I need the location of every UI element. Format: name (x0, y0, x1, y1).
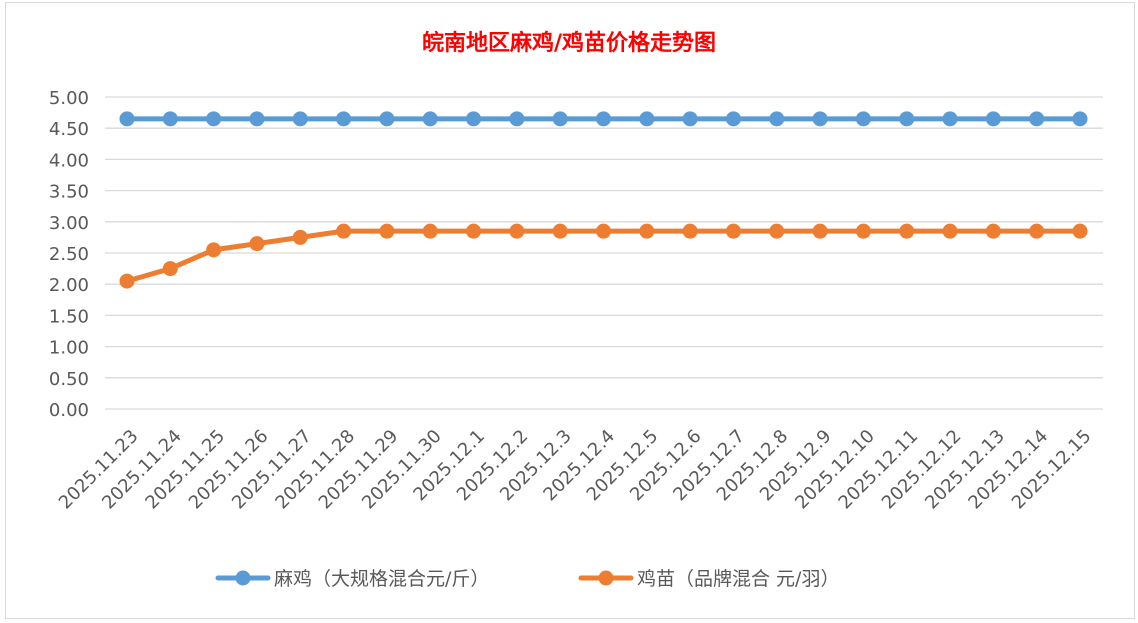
data-point (422, 223, 438, 239)
data-point (812, 111, 828, 127)
data-point (769, 111, 785, 127)
data-point (466, 111, 482, 127)
y-tick-label: 2.50 (49, 244, 89, 265)
data-point (119, 273, 135, 289)
data-point (725, 111, 741, 127)
data-point (552, 111, 568, 127)
legend-item: 鸡苗（品牌混合 元/羽） (578, 568, 839, 590)
data-point (985, 223, 1001, 239)
data-point (249, 236, 265, 252)
data-point (509, 223, 525, 239)
data-point (639, 111, 655, 127)
data-point (769, 223, 785, 239)
data-point (162, 261, 178, 277)
y-tick-label: 0.50 (49, 369, 89, 390)
data-point (1072, 223, 1088, 239)
y-tick-label: 4.50 (49, 119, 89, 140)
data-point (336, 111, 352, 127)
legend-marker-icon (598, 570, 614, 586)
data-point (292, 111, 308, 127)
data-point (682, 223, 698, 239)
data-point (596, 223, 611, 239)
data-point (1072, 111, 1088, 127)
y-tick-label: 0.00 (49, 400, 89, 421)
data-point (206, 111, 222, 127)
y-tick-label: 3.00 (49, 213, 89, 234)
data-point (725, 223, 741, 239)
y-tick-label: 2.00 (49, 275, 89, 296)
y-tick-label: 4.00 (49, 150, 89, 171)
data-point (509, 111, 525, 127)
data-point (639, 223, 655, 239)
chart-area (5, 2, 1135, 619)
data-point (1029, 111, 1045, 127)
data-point (899, 111, 915, 127)
data-point (249, 111, 265, 127)
data-point (466, 223, 482, 239)
data-point (942, 111, 958, 127)
data-point (206, 242, 222, 258)
data-point (942, 223, 958, 239)
data-point (899, 223, 915, 239)
data-point (855, 111, 871, 127)
data-point (119, 111, 135, 127)
legend-item: 麻鸡（大规格混合元/斤） (215, 568, 489, 590)
data-point (422, 111, 438, 127)
series-0 (119, 111, 1088, 127)
data-point (596, 111, 611, 127)
data-point (162, 111, 178, 127)
data-point (379, 111, 395, 127)
chart-title: 皖南地区麻鸡/鸡苗价格走势图 (422, 30, 716, 56)
series-1 (119, 223, 1088, 289)
y-tick-label: 1.00 (49, 338, 89, 359)
legend-label: 鸡苗（品牌混合 元/羽） (637, 568, 839, 590)
legend-marker-icon (235, 570, 251, 586)
data-point (379, 223, 395, 239)
data-point (985, 111, 1001, 127)
data-point (1029, 223, 1045, 239)
y-tick-label: 1.50 (49, 306, 89, 327)
data-point (336, 223, 352, 239)
y-tick-label: 5.00 (49, 88, 89, 109)
legend-label: 麻鸡（大规格混合元/斤） (274, 568, 489, 590)
data-point (292, 229, 308, 245)
data-point (812, 223, 828, 239)
y-tick-label: 3.50 (49, 182, 89, 203)
data-point (552, 223, 568, 239)
data-point (682, 111, 698, 127)
data-point (855, 223, 871, 239)
